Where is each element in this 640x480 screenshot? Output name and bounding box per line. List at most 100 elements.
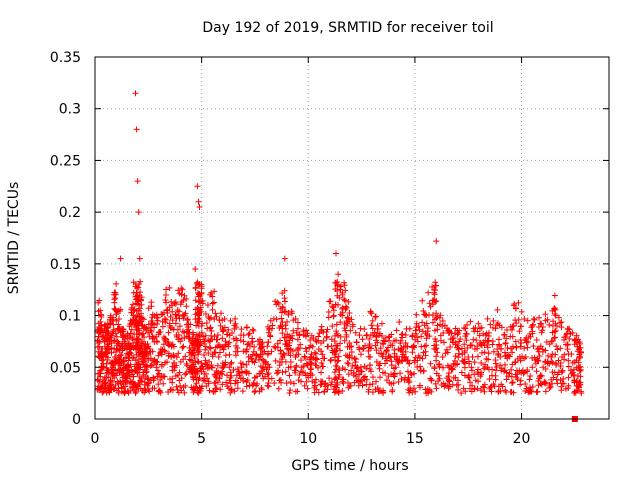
data-point <box>309 378 316 385</box>
data-point <box>436 314 443 321</box>
data-point <box>410 342 417 349</box>
data-point <box>176 323 183 330</box>
data-point <box>376 362 383 369</box>
data-point <box>224 372 231 379</box>
data-point <box>465 372 472 379</box>
data-point <box>278 309 285 316</box>
data-point <box>169 325 176 331</box>
data-point <box>138 301 145 308</box>
data-point <box>576 364 583 371</box>
data-point <box>212 310 219 317</box>
data-point <box>359 382 366 389</box>
data-point <box>334 301 341 308</box>
data-point <box>265 375 272 382</box>
data-point <box>337 340 344 347</box>
data-point <box>549 337 556 344</box>
data-point <box>223 331 230 338</box>
data-point <box>323 334 330 341</box>
data-point <box>202 346 209 353</box>
data-point <box>332 348 339 355</box>
data-point <box>333 250 340 257</box>
data-point <box>184 329 191 336</box>
data-point <box>117 255 124 262</box>
data-point <box>478 371 485 378</box>
data-point <box>501 368 508 375</box>
data-point <box>174 307 181 314</box>
data-point <box>192 383 199 390</box>
data-point <box>553 376 560 383</box>
data-point <box>292 369 299 376</box>
data-point <box>344 314 351 321</box>
data-point <box>565 363 572 370</box>
data-point <box>233 337 240 344</box>
data-point <box>172 311 179 318</box>
data-point <box>178 291 185 298</box>
data-point <box>315 389 322 396</box>
data-point <box>324 333 331 340</box>
plot-frame <box>94 56 610 420</box>
data-point <box>212 372 219 379</box>
data-point <box>458 390 465 397</box>
y-tick-label: 0.15 <box>50 257 81 273</box>
data-point <box>203 361 210 368</box>
data-point <box>149 348 156 355</box>
data-point <box>136 305 143 312</box>
data-point <box>395 378 402 385</box>
data-point <box>284 318 291 325</box>
data-point <box>484 315 491 322</box>
data-point <box>225 340 232 347</box>
data-point <box>563 341 570 348</box>
data-point <box>492 357 499 364</box>
data-point <box>104 350 111 357</box>
data-point <box>293 364 300 371</box>
data-point <box>468 364 475 371</box>
data-point <box>521 316 528 323</box>
data-point <box>134 369 141 376</box>
data-point <box>290 380 297 387</box>
data-point <box>168 354 175 361</box>
data-point <box>330 313 337 320</box>
data-point <box>334 342 341 349</box>
data-point <box>137 342 144 349</box>
data-point <box>175 350 182 357</box>
data-point <box>520 370 527 377</box>
data-point <box>490 317 497 324</box>
data-point <box>202 310 209 317</box>
data-point <box>498 324 505 331</box>
data-point <box>424 325 431 332</box>
data-point <box>227 317 234 324</box>
data-point <box>361 326 368 333</box>
data-point <box>219 368 226 375</box>
data-point <box>348 349 355 356</box>
data-point <box>243 324 250 331</box>
data-point <box>509 379 516 386</box>
data-point <box>243 383 250 390</box>
data-point <box>128 309 135 316</box>
data-point <box>397 370 404 377</box>
data-point <box>339 378 346 385</box>
data-point <box>559 380 566 387</box>
data-point <box>401 377 408 384</box>
data-point <box>304 362 311 369</box>
data-point <box>362 342 369 349</box>
data-point <box>144 374 151 381</box>
data-point <box>358 377 365 384</box>
data-point <box>576 351 583 358</box>
data-point <box>156 387 163 394</box>
data-point <box>503 335 510 342</box>
data-point <box>508 366 515 373</box>
data-point <box>514 376 521 383</box>
data-point <box>471 346 478 353</box>
data-point <box>434 349 441 356</box>
data-point <box>281 334 288 341</box>
data-point <box>521 345 528 352</box>
data-point <box>165 329 172 336</box>
data-point <box>120 389 127 396</box>
data-point <box>325 308 332 315</box>
data-point <box>216 316 223 323</box>
data-point <box>410 343 417 350</box>
data-point <box>136 255 143 262</box>
data-point <box>302 333 309 340</box>
data-point <box>232 315 239 322</box>
data-point <box>212 379 219 386</box>
